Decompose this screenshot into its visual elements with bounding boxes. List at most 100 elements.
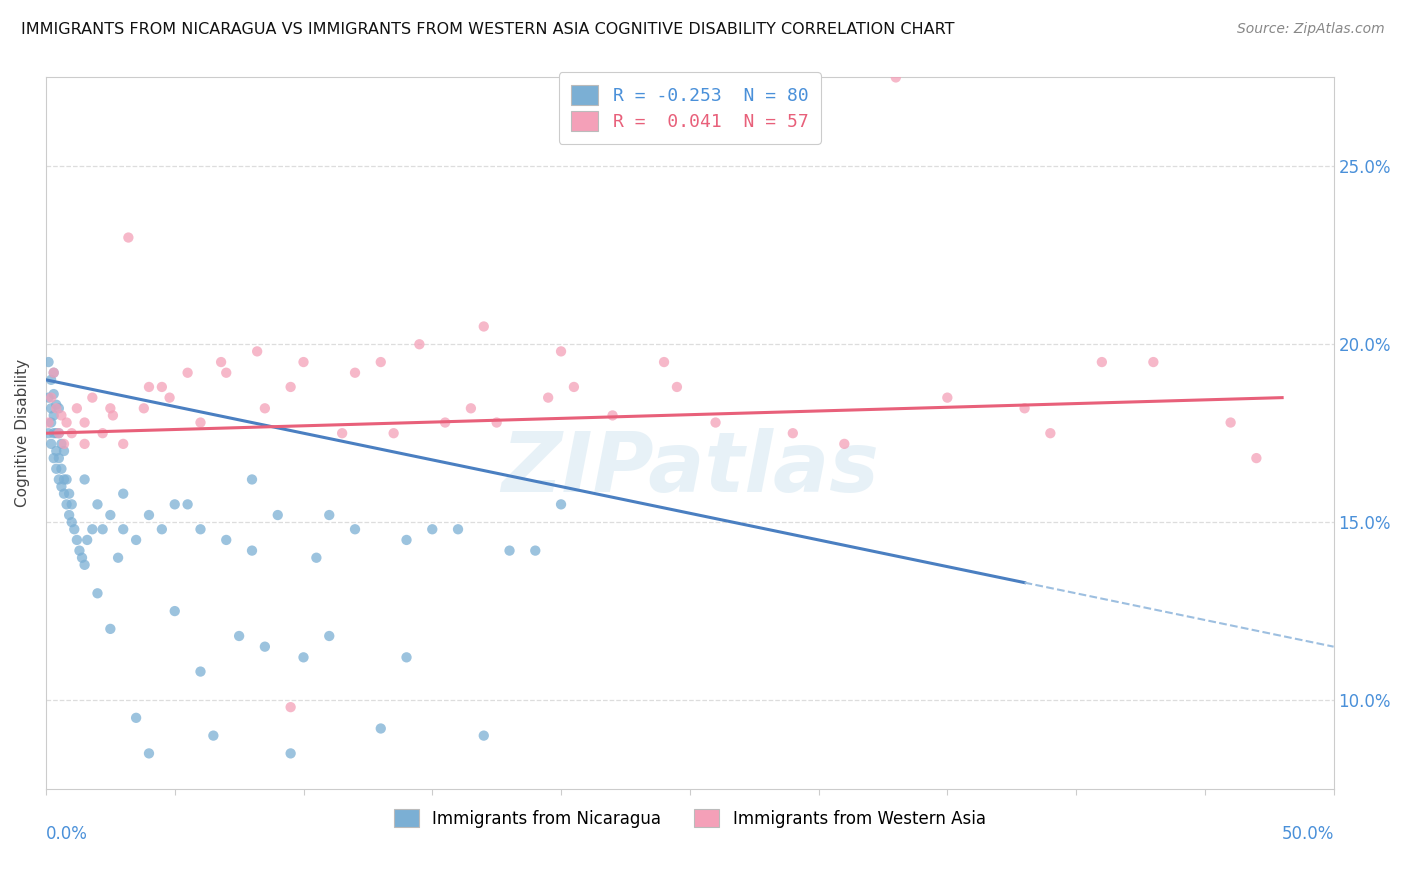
Point <box>176 366 198 380</box>
Point <box>305 550 328 565</box>
Point <box>38 416 60 430</box>
Point <box>39 401 62 416</box>
Point <box>472 729 495 743</box>
Point <box>1219 416 1241 430</box>
Point <box>45 426 67 441</box>
Point <box>53 486 76 500</box>
Point <box>138 508 160 522</box>
Point <box>370 722 392 736</box>
Point <box>1091 355 1114 369</box>
Point <box>48 426 70 441</box>
Point <box>39 416 62 430</box>
Point <box>485 416 508 430</box>
Point <box>202 729 225 743</box>
Point <box>91 426 114 441</box>
Point <box>652 355 675 369</box>
Point <box>112 522 135 536</box>
Point <box>240 543 263 558</box>
Point <box>42 387 65 401</box>
Point <box>834 437 856 451</box>
Point <box>45 462 67 476</box>
Point <box>150 380 173 394</box>
Point <box>39 373 62 387</box>
Point <box>292 355 315 369</box>
Legend: Immigrants from Nicaragua, Immigrants from Western Asia: Immigrants from Nicaragua, Immigrants fr… <box>384 799 995 838</box>
Point <box>215 366 238 380</box>
Point <box>138 747 160 761</box>
Point <box>537 391 560 405</box>
Point <box>53 437 76 451</box>
Point <box>292 650 315 665</box>
Text: Source: ZipAtlas.com: Source: ZipAtlas.com <box>1237 22 1385 37</box>
Point <box>1039 426 1062 441</box>
Point <box>98 508 121 522</box>
Point <box>190 416 212 430</box>
Point <box>665 380 688 394</box>
Point <box>132 401 155 416</box>
Point <box>782 426 804 441</box>
Point <box>55 473 77 487</box>
Point <box>107 550 129 565</box>
Point <box>66 401 89 416</box>
Point <box>101 409 124 423</box>
Point <box>267 508 290 522</box>
Point <box>69 543 91 558</box>
Point <box>343 366 366 380</box>
Point <box>66 533 89 547</box>
Point <box>39 437 62 451</box>
Point <box>602 409 624 423</box>
Point <box>318 629 340 643</box>
Point <box>55 416 77 430</box>
Point <box>1142 355 1164 369</box>
Point <box>343 522 366 536</box>
Text: 50.0%: 50.0% <box>1281 824 1334 843</box>
Point <box>150 522 173 536</box>
Point <box>98 401 121 416</box>
Point <box>209 355 232 369</box>
Point <box>58 486 80 500</box>
Point <box>38 391 60 405</box>
Text: 0.0%: 0.0% <box>46 824 87 843</box>
Point <box>86 497 108 511</box>
Point <box>138 380 160 394</box>
Point <box>550 344 572 359</box>
Point <box>472 319 495 334</box>
Point <box>63 522 86 536</box>
Point <box>76 533 98 547</box>
Point <box>82 522 104 536</box>
Point <box>176 497 198 511</box>
Point <box>48 451 70 466</box>
Point <box>73 437 96 451</box>
Point <box>42 426 65 441</box>
Point <box>45 401 67 416</box>
Point <box>45 398 67 412</box>
Point <box>51 479 73 493</box>
Point <box>253 401 276 416</box>
Point <box>228 629 250 643</box>
Point <box>60 497 83 511</box>
Point <box>936 391 959 405</box>
Point <box>73 416 96 430</box>
Point <box>524 543 547 558</box>
Point <box>550 497 572 511</box>
Point <box>318 508 340 522</box>
Point <box>498 543 520 558</box>
Point <box>704 416 727 430</box>
Point <box>38 355 60 369</box>
Point <box>447 522 470 536</box>
Point <box>280 380 302 394</box>
Point <box>38 426 60 441</box>
Point <box>163 604 186 618</box>
Point <box>408 337 430 351</box>
Point <box>73 558 96 572</box>
Y-axis label: Cognitive Disability: Cognitive Disability <box>15 359 30 508</box>
Point <box>420 522 443 536</box>
Point <box>42 366 65 380</box>
Point <box>240 473 263 487</box>
Point <box>190 522 212 536</box>
Point <box>39 391 62 405</box>
Point <box>48 401 70 416</box>
Point <box>1246 451 1268 466</box>
Point <box>60 515 83 529</box>
Point <box>53 444 76 458</box>
